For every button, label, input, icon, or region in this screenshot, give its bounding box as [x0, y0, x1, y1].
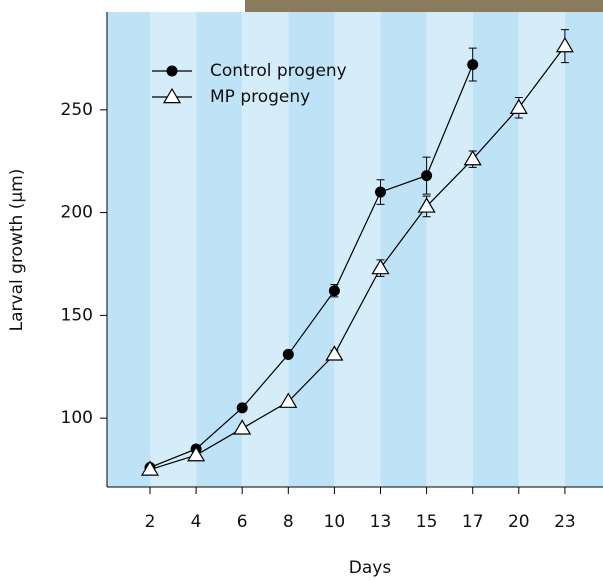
- x-tick-label: 4: [191, 512, 202, 532]
- background: [107, 12, 603, 487]
- x-tick-label: 2: [145, 512, 156, 532]
- stripe: [519, 12, 565, 487]
- stripe: [196, 12, 242, 487]
- x-tick-label: 8: [283, 512, 294, 532]
- stripe: [288, 12, 334, 487]
- y-tick-label: 100: [61, 408, 93, 428]
- legend-label: Control progeny: [210, 61, 347, 81]
- point: [467, 59, 478, 70]
- x-tick-label: 15: [416, 512, 438, 532]
- stripe: [565, 12, 603, 487]
- x-axis-title: Days: [349, 558, 392, 578]
- x-tick-label: 23: [554, 512, 576, 532]
- y-tick-label: 250: [61, 100, 93, 120]
- y-axis-title: Larval growth (μm): [7, 169, 27, 332]
- x-tick-label: 6: [237, 512, 248, 532]
- x-tick-label: 17: [462, 512, 484, 532]
- stripe: [107, 12, 150, 487]
- chart: Larval growth (μm) Days 100 150 200 250 2 4 6 8…: [0, 0, 603, 581]
- point: [329, 285, 340, 296]
- x-tick-label: 13: [370, 512, 392, 532]
- stripe: [427, 12, 473, 487]
- photo-fragment: [245, 0, 603, 12]
- y-tick-label: 200: [61, 203, 93, 223]
- point: [421, 170, 432, 181]
- y-tick-label: 150: [61, 305, 93, 325]
- point: [375, 187, 386, 198]
- point: [237, 402, 248, 413]
- point: [283, 349, 294, 360]
- stripe: [473, 12, 519, 487]
- stripe: [150, 12, 196, 487]
- legend-label: MP progeny: [210, 87, 310, 107]
- x-tick-label: 20: [508, 512, 530, 532]
- legend-marker: [167, 66, 178, 77]
- x-tick-label: 10: [324, 512, 346, 532]
- stripe: [381, 12, 427, 487]
- stripe: [334, 12, 380, 487]
